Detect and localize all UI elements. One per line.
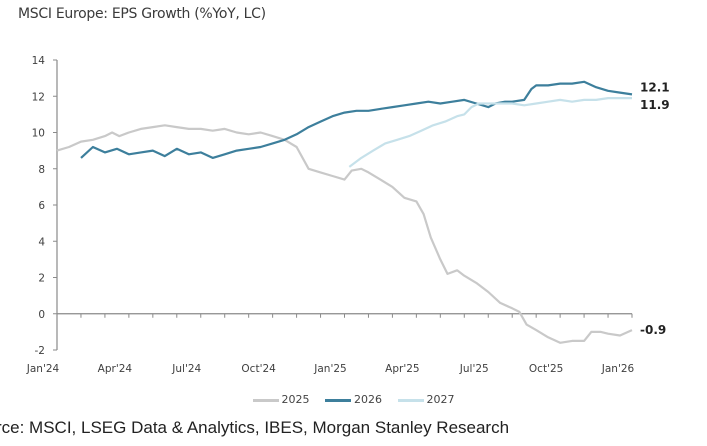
x-tick-label: Apr'24 <box>98 363 133 375</box>
x-tick-label: Oct'24 <box>241 363 276 375</box>
y-tick-label: 10 <box>32 128 45 140</box>
x-tick-label: Jul'24 <box>171 363 201 375</box>
legend: 2025 2026 2027 <box>0 393 707 406</box>
x-tick-label: Jan'25 <box>313 363 346 375</box>
legend-item-2026: 2026 <box>325 393 382 406</box>
legend-item-2025: 2025 <box>252 393 310 406</box>
legend-label-2025: 2025 <box>281 393 310 406</box>
x-tick-label: Jan'24 <box>26 363 60 375</box>
series-line-2025 <box>56 124 633 344</box>
y-tick-label: 6 <box>38 200 45 212</box>
end-label-2026: 12.1 <box>640 80 670 94</box>
axes: -2 0 2 4 6 8 10 12 14 Jan'24 Apr'24 Jul'24 Oct'24 Jan… <box>26 55 635 375</box>
y-tick-label: -2 <box>35 345 45 357</box>
series-line-2026 <box>80 80 633 159</box>
x-tick-label: Jul'25 <box>459 363 489 375</box>
end-label-2025: -0.9 <box>640 323 666 337</box>
legend-swatch-2027 <box>397 398 424 402</box>
end-labels: -0.9 12.1 11.9 <box>640 80 670 337</box>
legend-swatch-2026 <box>325 398 351 402</box>
y-tick-label: 12 <box>32 91 45 103</box>
y-tick-label: 0 <box>38 309 45 321</box>
end-label-2027: 11.9 <box>640 98 670 112</box>
chart-title: MSCI Europe: EPS Growth (%YoY, LC) <box>18 6 266 22</box>
y-tick-label: 8 <box>38 164 45 176</box>
legend-swatch-2025 <box>252 398 279 402</box>
x-tick-label: Jan'26 <box>601 363 635 375</box>
y-tick-label: 14 <box>32 55 46 67</box>
x-tick-label: Apr'25 <box>385 363 419 375</box>
source-note: rce: MSCI, LSEG Data & Analytics, IBES, … <box>0 418 510 437</box>
x-tick-label: Oct'25 <box>529 363 563 375</box>
series-group <box>56 80 633 344</box>
y-tick-label: 4 <box>38 236 45 248</box>
legend-label-2026: 2026 <box>354 393 382 406</box>
legend-label-2027: 2027 <box>426 393 455 406</box>
legend-item-2027: 2027 <box>397 393 455 406</box>
series-line-2027 <box>348 97 632 168</box>
y-tick-label: 2 <box>38 273 45 285</box>
